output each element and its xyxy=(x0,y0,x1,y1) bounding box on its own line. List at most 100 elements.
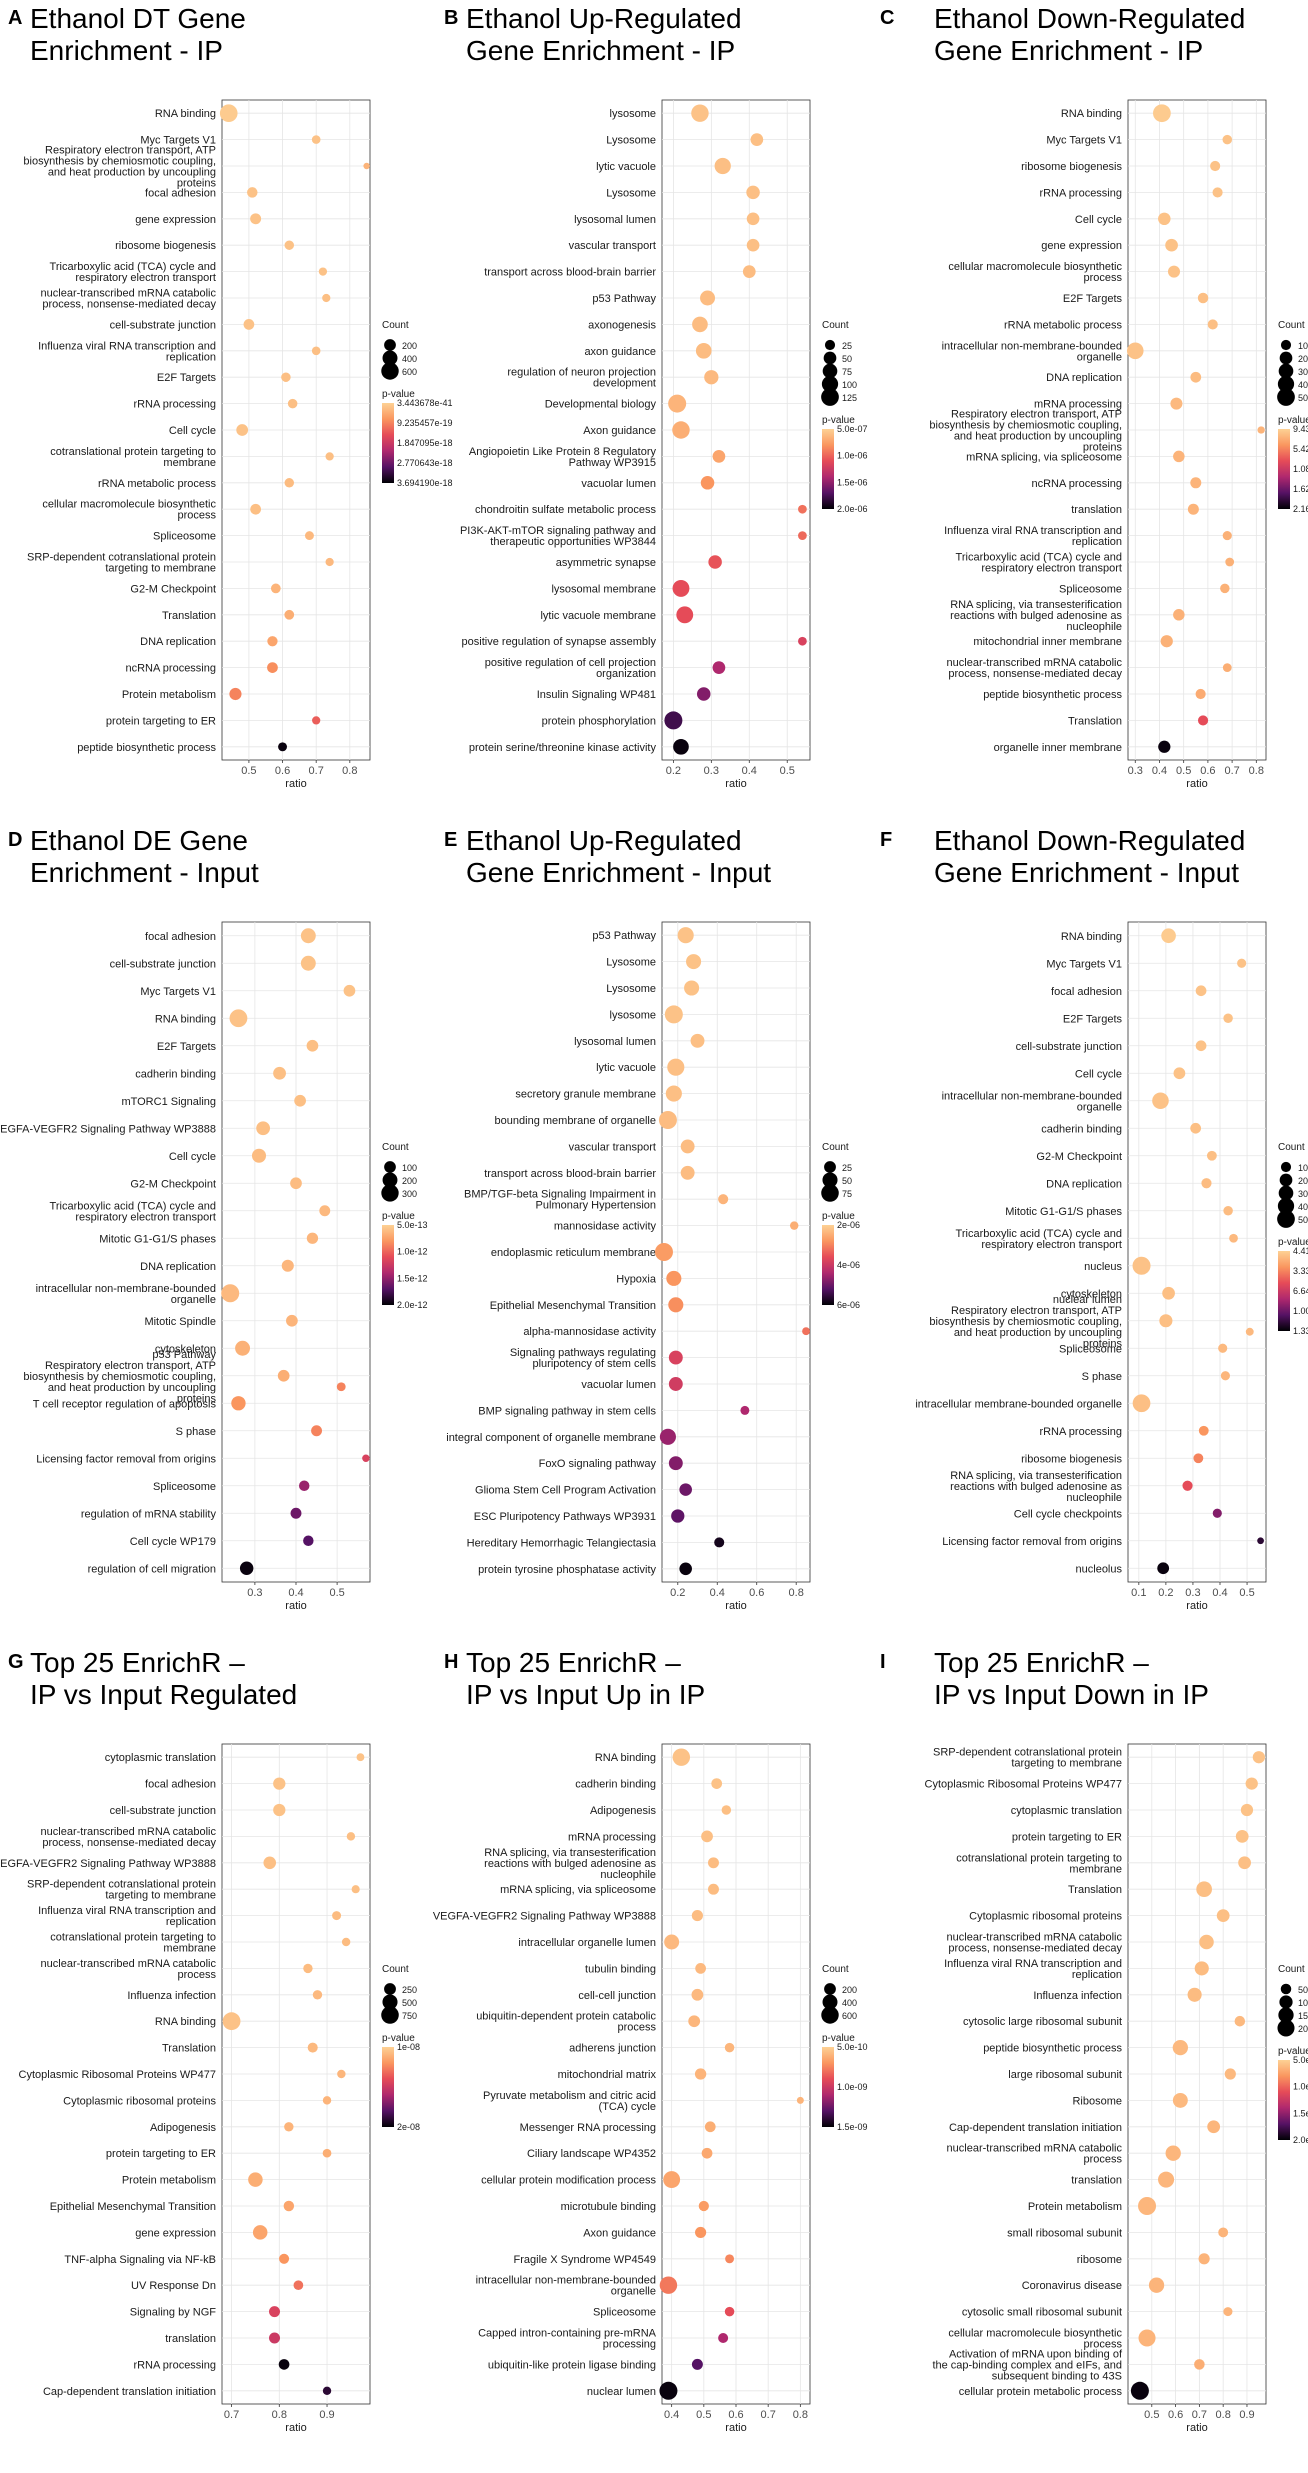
x-tick-label: 0.8 xyxy=(1216,2409,1231,2421)
term-label: biosynthesis by chemiosmotic coupling, xyxy=(929,420,1122,432)
term-label: ncRNA processing xyxy=(126,663,217,675)
term-label: nuclear lumen xyxy=(1053,1294,1122,1306)
term-label: E2F Targets xyxy=(157,1041,217,1053)
data-point xyxy=(1222,663,1232,672)
data-point xyxy=(658,1111,677,1129)
pvalue-legend-label: 3.443678e-41 xyxy=(397,398,453,408)
term-label: vascular transport xyxy=(569,240,656,252)
term-label: proteins xyxy=(1083,1338,1123,1350)
term-label: positive regulation of synapse assembly xyxy=(462,636,657,648)
pvalue-legend-title: p-value xyxy=(1278,2046,1308,2057)
data-point xyxy=(306,1232,319,1244)
data-point xyxy=(311,1425,323,1437)
data-point xyxy=(802,1327,810,1336)
x-tick-label: 0.9 xyxy=(1239,2409,1254,2421)
count-legend-dot xyxy=(1277,1197,1295,1215)
term-label: G2-M Checkpoint xyxy=(130,1178,216,1190)
term-label: Respiratory electron transport, ATP xyxy=(45,145,216,157)
term-label: bounding membrane of organelle xyxy=(495,1115,656,1127)
term-label: DNA replication xyxy=(140,636,216,648)
term-label: mRNA processing xyxy=(1034,399,1122,411)
term-label: lytic vacuole xyxy=(596,1062,656,1074)
data-point xyxy=(1218,1343,1228,1353)
data-point xyxy=(1172,2092,1188,2108)
pvalue-legend-label: 9.235457e-19 xyxy=(397,418,453,428)
data-point xyxy=(740,1405,750,1415)
term-label: Lysosome xyxy=(606,983,656,995)
data-point xyxy=(252,2225,268,2240)
term-label: Myc Targets V1 xyxy=(140,135,216,147)
data-point xyxy=(673,738,689,755)
data-point xyxy=(284,2122,294,2132)
pvalue-legend-label: 1.33396e-20 xyxy=(1293,1326,1308,1336)
count-legend-dot xyxy=(821,2006,839,2024)
data-point xyxy=(269,2306,281,2318)
term-label: G2-M Checkpoint xyxy=(1036,1151,1122,1163)
pvalue-colorbar xyxy=(822,2047,834,2127)
data-point xyxy=(284,478,295,488)
term-label: microtubule binding xyxy=(561,2201,656,2213)
count-legend-label: 200 xyxy=(1298,354,1308,364)
term-label: E2F Targets xyxy=(157,372,217,384)
term-label: organelle inner membrane xyxy=(994,742,1122,754)
term-label: secretory granule membrane xyxy=(515,1089,656,1101)
term-label: transport across blood-brain barrier xyxy=(484,267,656,279)
term-label: cell-substrate junction xyxy=(110,1805,216,1817)
term-label: Licensing factor removal from origins xyxy=(36,1453,216,1465)
data-point xyxy=(231,1396,246,1411)
term-label: intracellular membrane-bounded organelle xyxy=(915,1398,1122,1410)
term-label: Cell cycle xyxy=(1075,1068,1122,1080)
data-point xyxy=(277,1369,290,1382)
count-legend-dot xyxy=(1280,1983,1292,1995)
data-point xyxy=(690,1033,705,1048)
term-label: subsequent binding to 43S xyxy=(992,2370,1122,2382)
term-label: peptide biosynthetic process xyxy=(77,742,216,754)
data-point xyxy=(332,1911,342,1921)
term-label: Epithelial Mesenchymal Transition xyxy=(490,1300,656,1312)
x-tick-label: 0.1 xyxy=(1131,1587,1146,1599)
term-label: Insulin Signaling WP481 xyxy=(537,689,656,701)
term-label: process xyxy=(1083,2339,1122,2351)
data-point xyxy=(290,1177,302,1190)
term-label: BMP/TGF-beta Signaling Impairment in xyxy=(464,1189,656,1201)
count-legend-dot xyxy=(821,388,839,406)
data-point xyxy=(319,1205,331,1217)
data-point xyxy=(1160,635,1173,648)
data-point xyxy=(1173,1067,1186,1080)
term-label: regulation of neuron projection xyxy=(507,367,656,379)
data-point xyxy=(700,290,716,306)
term-label: Translation xyxy=(162,610,216,622)
panel-I: I Top 25 EnrichR –IP vs Input Down in IP 0… xyxy=(880,1647,1308,2434)
data-point xyxy=(667,1058,685,1076)
data-point xyxy=(269,2332,281,2344)
count-legend-label: 100 xyxy=(1298,1998,1308,2008)
count-legend-label: 300 xyxy=(402,1189,417,1199)
data-point xyxy=(273,1803,286,1817)
data-point xyxy=(671,1509,685,1523)
count-legend-dot xyxy=(1280,339,1292,351)
data-point xyxy=(1130,2381,1149,2400)
pvalue-legend-label: 1e-08 xyxy=(397,2042,420,2052)
data-point xyxy=(708,1883,719,1895)
panel-letter: A xyxy=(8,7,22,29)
data-point xyxy=(1245,1777,1258,1790)
term-label: nucleophile xyxy=(1066,1492,1122,1504)
data-point xyxy=(680,1165,695,1180)
data-point xyxy=(668,1297,684,1313)
term-label: mannosidase activity xyxy=(554,1221,657,1233)
term-label: FoxO signaling pathway xyxy=(539,1458,657,1470)
data-point xyxy=(284,609,295,620)
count-legend-dot xyxy=(1279,1173,1293,1187)
term-label: ribosome biogenesis xyxy=(115,240,216,252)
data-point xyxy=(1194,2359,1205,2370)
data-point xyxy=(1216,1909,1230,1922)
data-point xyxy=(341,1937,351,1947)
count-legend-label: 400 xyxy=(1298,1202,1308,1212)
term-label: Fragile X Syndrome WP4549 xyxy=(514,2254,656,2266)
term-label: reactions with bulged adenosine as xyxy=(950,610,1122,622)
x-tick-label: 0.4 xyxy=(1212,1587,1227,1599)
data-point xyxy=(672,579,690,597)
data-point xyxy=(704,370,719,385)
data-point xyxy=(278,2359,290,2370)
